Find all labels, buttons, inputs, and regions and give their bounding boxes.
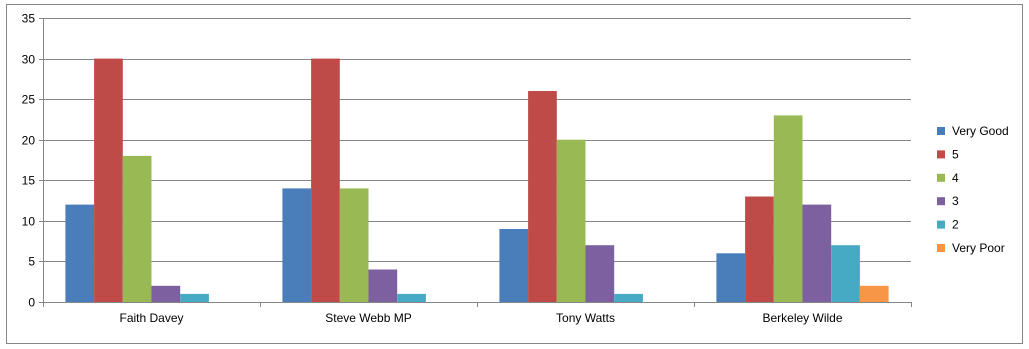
x-tick-label: Faith Davey [119, 311, 183, 325]
y-tick-label: 25 [22, 93, 36, 107]
y-tick-label: 0 [28, 296, 35, 310]
bar [745, 196, 774, 302]
y-tick-label: 20 [22, 134, 36, 148]
y-tick-label: 30 [22, 53, 36, 67]
y-tick-label: 15 [22, 174, 36, 188]
x-tick-label: Berkeley Wilde [762, 311, 842, 325]
bars [65, 58, 889, 303]
legend-label: Very Good [952, 124, 1009, 138]
legend-swatch [937, 244, 945, 252]
legend-label: 3 [952, 194, 959, 208]
bar [528, 91, 557, 302]
bar [368, 269, 398, 302]
bar [339, 188, 369, 302]
bar [151, 285, 181, 302]
legend-label: 4 [952, 171, 959, 185]
bar [831, 245, 860, 302]
bar [282, 188, 312, 302]
legend-swatch [937, 127, 945, 135]
y-tick-label: 5 [28, 255, 35, 269]
legend: Very Good 5 4 3 2 Very Poor [937, 124, 1009, 255]
legend-swatch [937, 197, 945, 206]
legend-label: Very Poor [952, 241, 1005, 255]
bar [397, 293, 426, 302]
legend-swatch [937, 220, 945, 229]
bar [311, 58, 340, 302]
bar [499, 229, 529, 302]
bar [180, 293, 209, 302]
bar [614, 293, 643, 302]
bar [65, 204, 95, 302]
legend-swatch [937, 173, 945, 182]
axes: 0 5 10 15 20 25 30 35 Faith Davey Steve Webb MP To… [22, 12, 912, 325]
legend-swatch [937, 150, 945, 159]
bar [94, 58, 123, 302]
bar [859, 285, 889, 302]
bar [556, 139, 586, 302]
legend-label: 2 [952, 218, 959, 232]
x-tick-label: Tony Watts [556, 311, 615, 325]
x-tick-label: Steve Webb MP [325, 311, 411, 325]
legend-label: 5 [952, 147, 959, 161]
bar [585, 245, 615, 302]
bar [773, 115, 803, 303]
y-tick-label: 10 [22, 215, 36, 229]
y-tick-label: 35 [22, 12, 36, 26]
bar [716, 253, 746, 302]
bar [122, 155, 152, 302]
bar [802, 204, 832, 302]
